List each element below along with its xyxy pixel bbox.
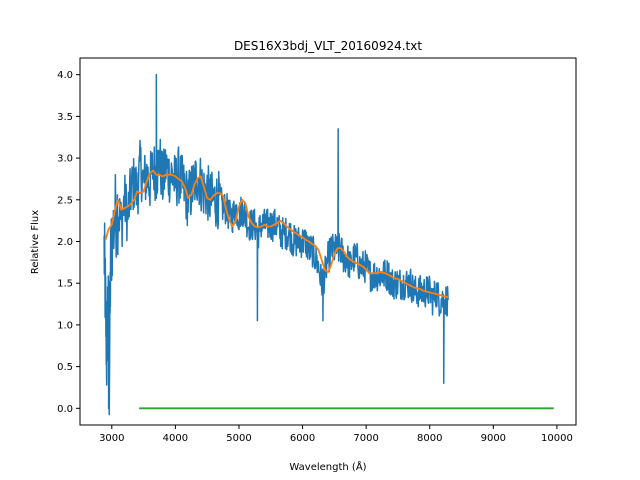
x-tick-label: 8000	[417, 433, 442, 444]
y-tick-label: 1.0	[57, 320, 73, 331]
x-tick-label: 10000	[541, 433, 573, 444]
y-axis: 0.0 0.5 1.0 1.5 2.0 2.5 3.0 3.5 4.0	[57, 70, 80, 415]
y-tick-label: 2.0	[57, 237, 73, 248]
y-tick-label: 3.0	[57, 154, 73, 165]
series-layer	[103, 73, 554, 416]
x-tick-label: 5000	[226, 433, 251, 444]
y-tick-label: 4.0	[57, 70, 73, 81]
x-tick-label: 9000	[481, 433, 506, 444]
series-line-0	[103, 73, 449, 416]
chart-title: DES16X3bdj_VLT_20160924.txt	[234, 39, 422, 53]
x-tick-label: 7000	[353, 433, 378, 444]
x-tick-label: 6000	[290, 433, 315, 444]
y-tick-label: 1.5	[57, 279, 73, 290]
x-axis-label: Wavelength (Å)	[289, 460, 366, 473]
y-tick-label: 2.5	[57, 195, 73, 206]
y-tick-label: 3.5	[57, 112, 73, 123]
y-tick-label: 0.5	[57, 362, 73, 373]
x-tick-label: 4000	[163, 433, 188, 444]
x-axis: 3000 4000 5000 6000 7000 8000 9000 10000	[99, 425, 573, 444]
series-line-1	[104, 169, 449, 299]
y-tick-label: 0.0	[57, 404, 73, 415]
y-axis-label: Relative Flux	[30, 210, 41, 274]
x-tick-label: 3000	[99, 433, 124, 444]
